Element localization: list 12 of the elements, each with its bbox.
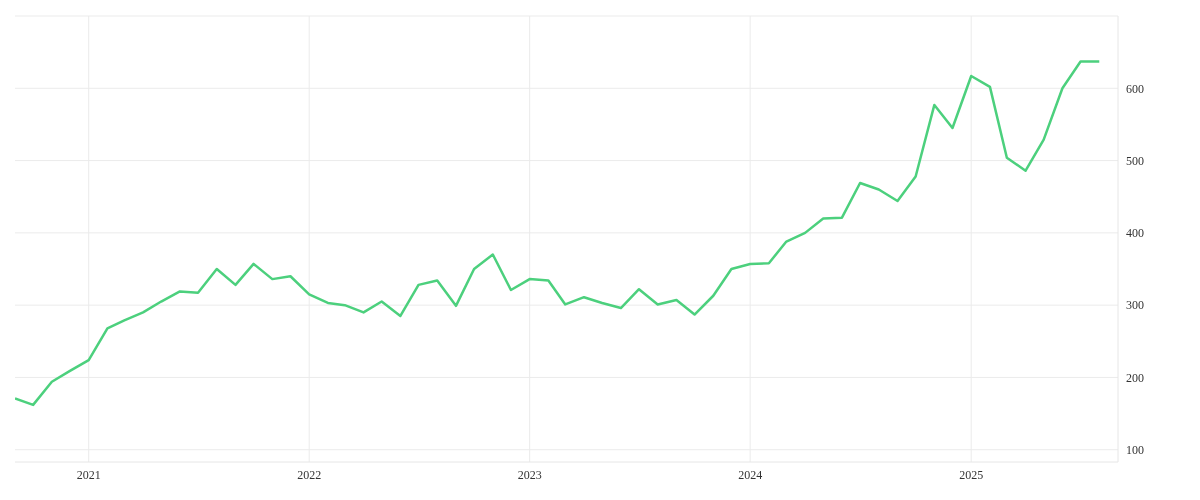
x-tick-label: 2021 bbox=[76, 467, 101, 482]
x-tick-label: 2024 bbox=[738, 467, 763, 482]
y-tick-label: 500 bbox=[1126, 153, 1144, 168]
x-tick-label: 2023 bbox=[517, 467, 542, 482]
y-tick-label: 600 bbox=[1126, 81, 1144, 96]
y-tick-label: 200 bbox=[1126, 370, 1144, 385]
x-tick-label: 2022 bbox=[297, 467, 322, 482]
x-tick-label: 2025 bbox=[959, 467, 984, 482]
y-tick-label: 100 bbox=[1126, 442, 1144, 457]
line-series bbox=[15, 60, 1101, 407]
y-tick-label: 400 bbox=[1126, 226, 1144, 241]
y-tick-label: 300 bbox=[1126, 298, 1144, 313]
